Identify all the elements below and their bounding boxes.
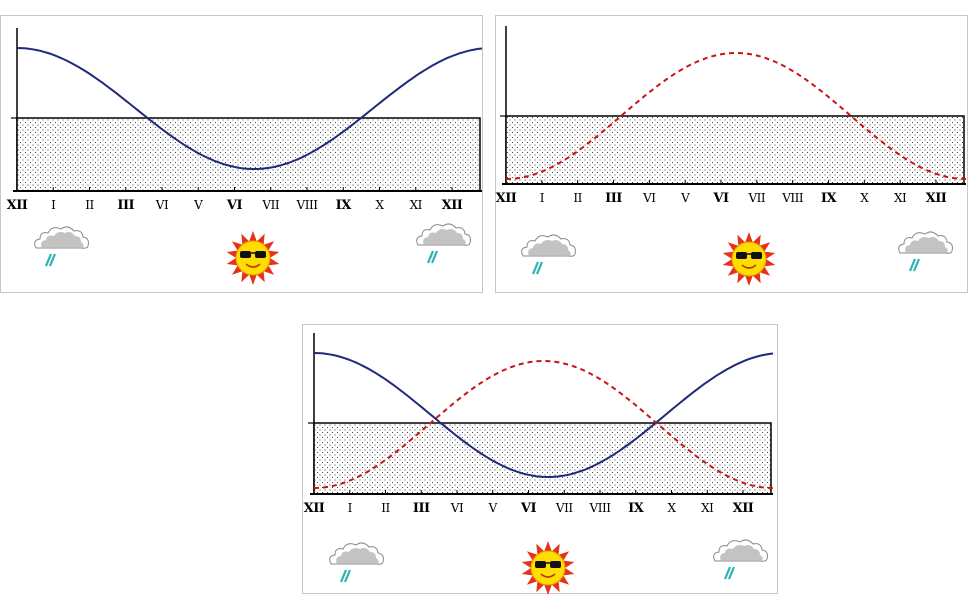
x-tick-label: III xyxy=(605,191,622,206)
solid-curve xyxy=(16,47,483,170)
x-tick-label: VI xyxy=(450,501,464,515)
x-tick-label: V xyxy=(681,191,690,205)
sun-with-sunglasses-icon xyxy=(226,231,280,285)
x-tick-label: III xyxy=(412,501,430,516)
x-tick-label: V xyxy=(488,501,498,515)
x-tick-label: XI xyxy=(409,198,423,212)
solid-curve xyxy=(313,352,774,478)
x-tick-label: VII xyxy=(748,191,766,205)
diagram-panel-bottom: XII I II III VI V VI VII VIII IX X XI XII xyxy=(302,324,778,595)
panel-graphic xyxy=(11,28,483,285)
x-tick-label: XII xyxy=(441,198,463,213)
rain-cloud-icon xyxy=(898,231,953,272)
x-tick-label: VII xyxy=(555,501,573,515)
dotted-band xyxy=(16,117,481,192)
x-tick-label: XII xyxy=(303,501,325,516)
sun-with-sunglasses-icon xyxy=(722,232,776,286)
x-tick-label: VIII xyxy=(782,191,804,205)
x-tick-label: X xyxy=(860,191,869,205)
dashed-curve xyxy=(505,51,967,180)
x-tick-label: I xyxy=(51,198,56,212)
x-tick-label: X xyxy=(667,501,676,515)
x-tick-label: VI xyxy=(226,198,243,213)
x-tick-label: II xyxy=(381,501,390,515)
panel-graphic xyxy=(308,333,774,595)
x-tick-label: III xyxy=(117,198,135,213)
x-tick-label: II xyxy=(85,198,94,212)
x-tick-label: V xyxy=(194,198,203,212)
x-tick-label: I xyxy=(347,501,353,515)
x-tick-label: X xyxy=(375,198,384,212)
x-tick-label: I xyxy=(539,191,545,205)
x-tick-label: VI xyxy=(520,501,537,516)
dotted-band xyxy=(313,422,772,495)
rain-cloud-icon xyxy=(329,542,384,583)
x-tick-label: XII xyxy=(6,198,28,213)
x-tick-label: XI xyxy=(894,191,907,205)
rain-cloud-icon xyxy=(416,223,471,264)
x-tick-label: VI xyxy=(643,191,656,205)
x-tick-label: II xyxy=(573,191,582,205)
rain-cloud-icon xyxy=(713,539,768,580)
x-tick-label: VIII xyxy=(589,501,611,515)
x-tick-label: XII xyxy=(495,191,517,206)
x-tick-label: IX xyxy=(628,501,644,516)
x-tick-label: VI xyxy=(155,198,169,212)
panel-graphic xyxy=(500,26,967,286)
rain-cloud-icon xyxy=(521,234,576,275)
x-tick-label: IX xyxy=(820,191,837,206)
x-tick-label: VI xyxy=(713,191,729,206)
diagram-panel-top-right: XII I II III VI V VI VII VIII IX X XI XII xyxy=(495,15,968,293)
x-tick-label: XII xyxy=(732,501,754,516)
diagram-panel-top-left: XII I II III VI V VI VII VIII IX X XI XII xyxy=(0,15,483,293)
x-tick-label: VIII xyxy=(296,198,318,212)
x-tick-label: VII xyxy=(262,198,280,212)
x-tick-label: IX xyxy=(335,198,352,213)
x-tick-label: XII xyxy=(925,191,947,206)
x-tick-label: XI xyxy=(701,501,714,515)
rain-cloud-icon xyxy=(34,226,89,267)
dotted-band xyxy=(505,115,965,185)
sun-with-sunglasses-icon xyxy=(521,541,575,595)
dashed-curve xyxy=(313,359,774,489)
